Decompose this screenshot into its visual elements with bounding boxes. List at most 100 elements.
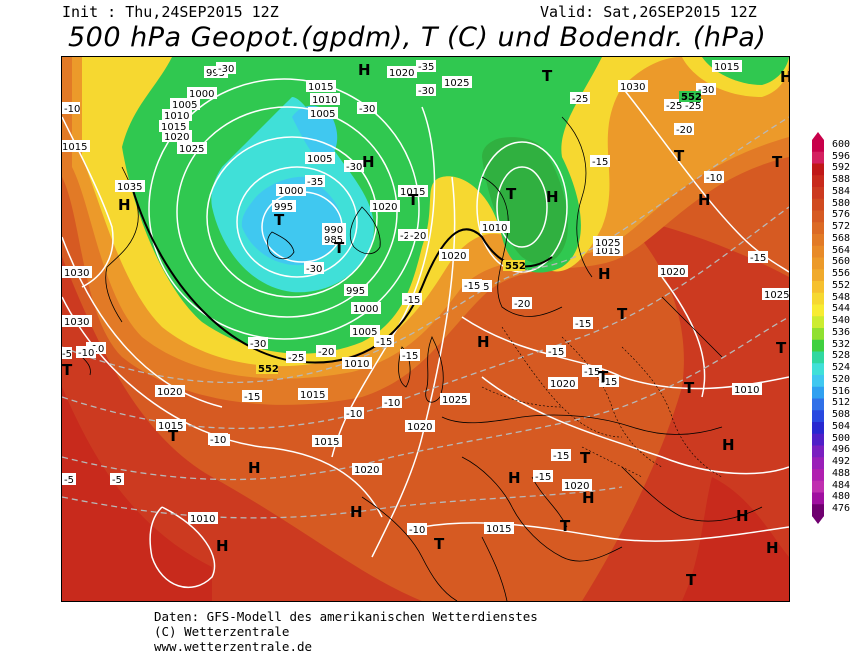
geopotential-552-line <box>131 186 553 364</box>
low-marker: T <box>408 191 419 209</box>
high-marker: H <box>698 191 711 209</box>
temp-label: -10 <box>208 433 228 446</box>
website-link[interactable]: www.wetterzentrale.de <box>154 639 313 654</box>
svg-text:-25: -25 <box>685 101 701 112</box>
geo-label: 552 <box>679 91 702 103</box>
svg-text:-15: -15 <box>592 157 608 168</box>
temp-label: -15 <box>599 375 619 388</box>
svg-text:1035: 1035 <box>117 182 142 193</box>
low-marker: T <box>62 361 73 379</box>
high-marker: H <box>598 265 611 283</box>
temp-label: -15 <box>533 470 553 483</box>
svg-text:1020: 1020 <box>157 387 182 398</box>
pressure-label: 1005 <box>170 98 200 111</box>
pressure-label: 1015 <box>62 140 90 153</box>
legend-label: 496 <box>832 444 850 456</box>
data-source: Daten: GFS-Modell des amerikanischen Wet… <box>154 609 538 624</box>
svg-text:-20: -20 <box>318 347 334 358</box>
legend-cell <box>812 504 824 517</box>
temp-label: -5 <box>110 473 124 486</box>
svg-text:1020: 1020 <box>564 481 589 492</box>
temp-label: -20 <box>674 123 694 136</box>
legend-label: 584 <box>832 185 850 197</box>
legend-label: 572 <box>832 221 850 233</box>
weather-map: 995 1020 1025 1030 1000 1005 1010 1015 1… <box>61 56 790 602</box>
pressure-label: 1025 <box>593 236 623 249</box>
low-marker: T <box>274 211 285 229</box>
temp-label: -15 <box>462 279 482 292</box>
svg-text:-20: -20 <box>676 125 692 136</box>
legend-cell <box>812 363 824 376</box>
legend-cell <box>812 422 824 435</box>
temp-label: -15 <box>551 449 571 462</box>
temp-label: -5 <box>62 347 72 360</box>
legend-label: 540 <box>832 315 850 327</box>
legend-label: 564 <box>832 244 850 256</box>
svg-text:-20: -20 <box>514 299 530 310</box>
pressure-label: 1010 <box>732 383 762 396</box>
temp-label: -15 <box>582 365 602 378</box>
legend-label: 536 <box>832 326 850 338</box>
svg-text:-25: -25 <box>572 94 588 105</box>
temp-label: -15 <box>242 390 262 403</box>
geo-label: 552 <box>256 363 279 375</box>
low-marker: T <box>168 427 179 445</box>
svg-text:1030: 1030 <box>64 268 89 279</box>
temp-label: -15 <box>402 293 422 306</box>
valid-time: Valid: Sat,26SEP2015 12Z <box>540 3 757 21</box>
scandinavia-low <box>482 137 568 265</box>
pressure-label: 1030 <box>62 315 92 328</box>
low-marker: T <box>560 517 571 535</box>
legend-cell <box>812 210 824 223</box>
svg-text:1015: 1015 <box>158 421 183 432</box>
svg-text:1010: 1010 <box>482 223 507 234</box>
legend-cell <box>812 198 824 211</box>
legend-label: 520 <box>832 373 850 385</box>
low-marker: T <box>617 305 628 323</box>
temp-label: -30 <box>216 62 236 75</box>
high-marker: H <box>546 188 559 206</box>
svg-text:985: 985 <box>324 235 343 246</box>
high-marker: H <box>358 61 371 79</box>
svg-text:-10: -10 <box>409 525 425 536</box>
svg-text:-30: -30 <box>306 264 322 275</box>
pressure-label: 1025 <box>177 142 207 155</box>
pressure-label: 1020 <box>370 200 400 213</box>
svg-text:-10: -10 <box>384 398 400 409</box>
low-marker: T <box>580 449 591 467</box>
isotherms <box>62 116 789 519</box>
svg-text:-30: -30 <box>359 104 375 115</box>
pressure-label: 1010 <box>162 109 192 122</box>
temp-label: -20 <box>408 229 428 242</box>
high-marker: H <box>766 539 779 557</box>
temp-label: -10 <box>76 346 96 359</box>
svg-text:995: 995 <box>206 68 225 79</box>
legend-label: 500 <box>832 432 850 444</box>
svg-text:-15: -15 <box>535 472 551 483</box>
svg-text:1000: 1000 <box>353 304 378 315</box>
pressure-label: 1020 <box>352 463 382 476</box>
temp-label: -30 <box>344 160 364 173</box>
high-marker: H <box>350 503 363 521</box>
legend-label: 548 <box>832 291 850 303</box>
pressure-label: 1025 <box>440 393 470 406</box>
svg-text:552: 552 <box>505 261 526 272</box>
low-marker: T <box>674 147 685 165</box>
temp-label: -20 <box>512 297 532 310</box>
high-marker: H <box>362 153 375 171</box>
pressure-label: 1035 <box>115 180 145 193</box>
temp-label: -20 <box>316 345 336 358</box>
pressure-label: 1000 <box>187 87 217 100</box>
svg-text:-15: -15 <box>404 295 420 306</box>
temp-label: -15 <box>573 317 593 330</box>
svg-text:-25: -25 <box>666 101 682 112</box>
low-marker: T <box>434 535 445 553</box>
low-marker: T <box>334 239 345 257</box>
legend-label: 492 <box>832 456 850 468</box>
svg-text:995: 995 <box>346 286 365 297</box>
legend-cell <box>812 457 824 470</box>
pressure-label: 995 <box>344 284 368 297</box>
pressure-label: 1010 <box>310 93 340 106</box>
svg-text:1020: 1020 <box>407 422 432 433</box>
borders <box>481 326 723 478</box>
